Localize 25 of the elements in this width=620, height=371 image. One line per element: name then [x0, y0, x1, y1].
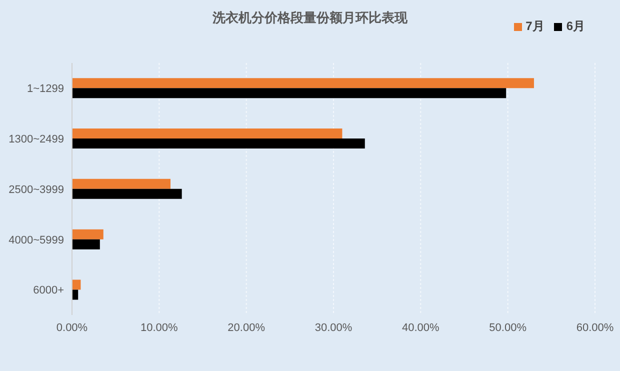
y-tick-label: 1300~2499: [8, 134, 64, 146]
bar: [72, 229, 104, 240]
y-tick-label: 2500~3999: [8, 184, 64, 196]
legend-label: 7月: [526, 19, 544, 33]
x-tick-label: 20.00%: [228, 322, 266, 334]
bar: [72, 138, 365, 149]
x-tick-label: 0.00%: [56, 322, 88, 334]
bar: [72, 188, 182, 199]
y-tick-label: 1~1299: [26, 83, 64, 96]
bar: [72, 290, 78, 300]
x-tick-label: 30.00%: [314, 322, 352, 334]
x-tick-label: 40.00%: [402, 322, 440, 334]
bar: [72, 128, 342, 139]
bar: [72, 88, 506, 98]
bar: [72, 239, 100, 250]
chart-title: 洗衣机分价格段量份额月环比表现: [212, 10, 408, 25]
legend-label: 6月: [566, 19, 585, 33]
x-tick-label: 50.00%: [489, 322, 527, 334]
x-tick-label: 10.00%: [140, 322, 178, 334]
x-tick-label: 60.00%: [576, 322, 614, 334]
bar: [72, 280, 81, 290]
y-tick-label: 4000~5999: [8, 234, 64, 246]
bar: [72, 78, 534, 88]
bar: [72, 178, 170, 189]
y-tick-label: 6000+: [33, 284, 64, 297]
